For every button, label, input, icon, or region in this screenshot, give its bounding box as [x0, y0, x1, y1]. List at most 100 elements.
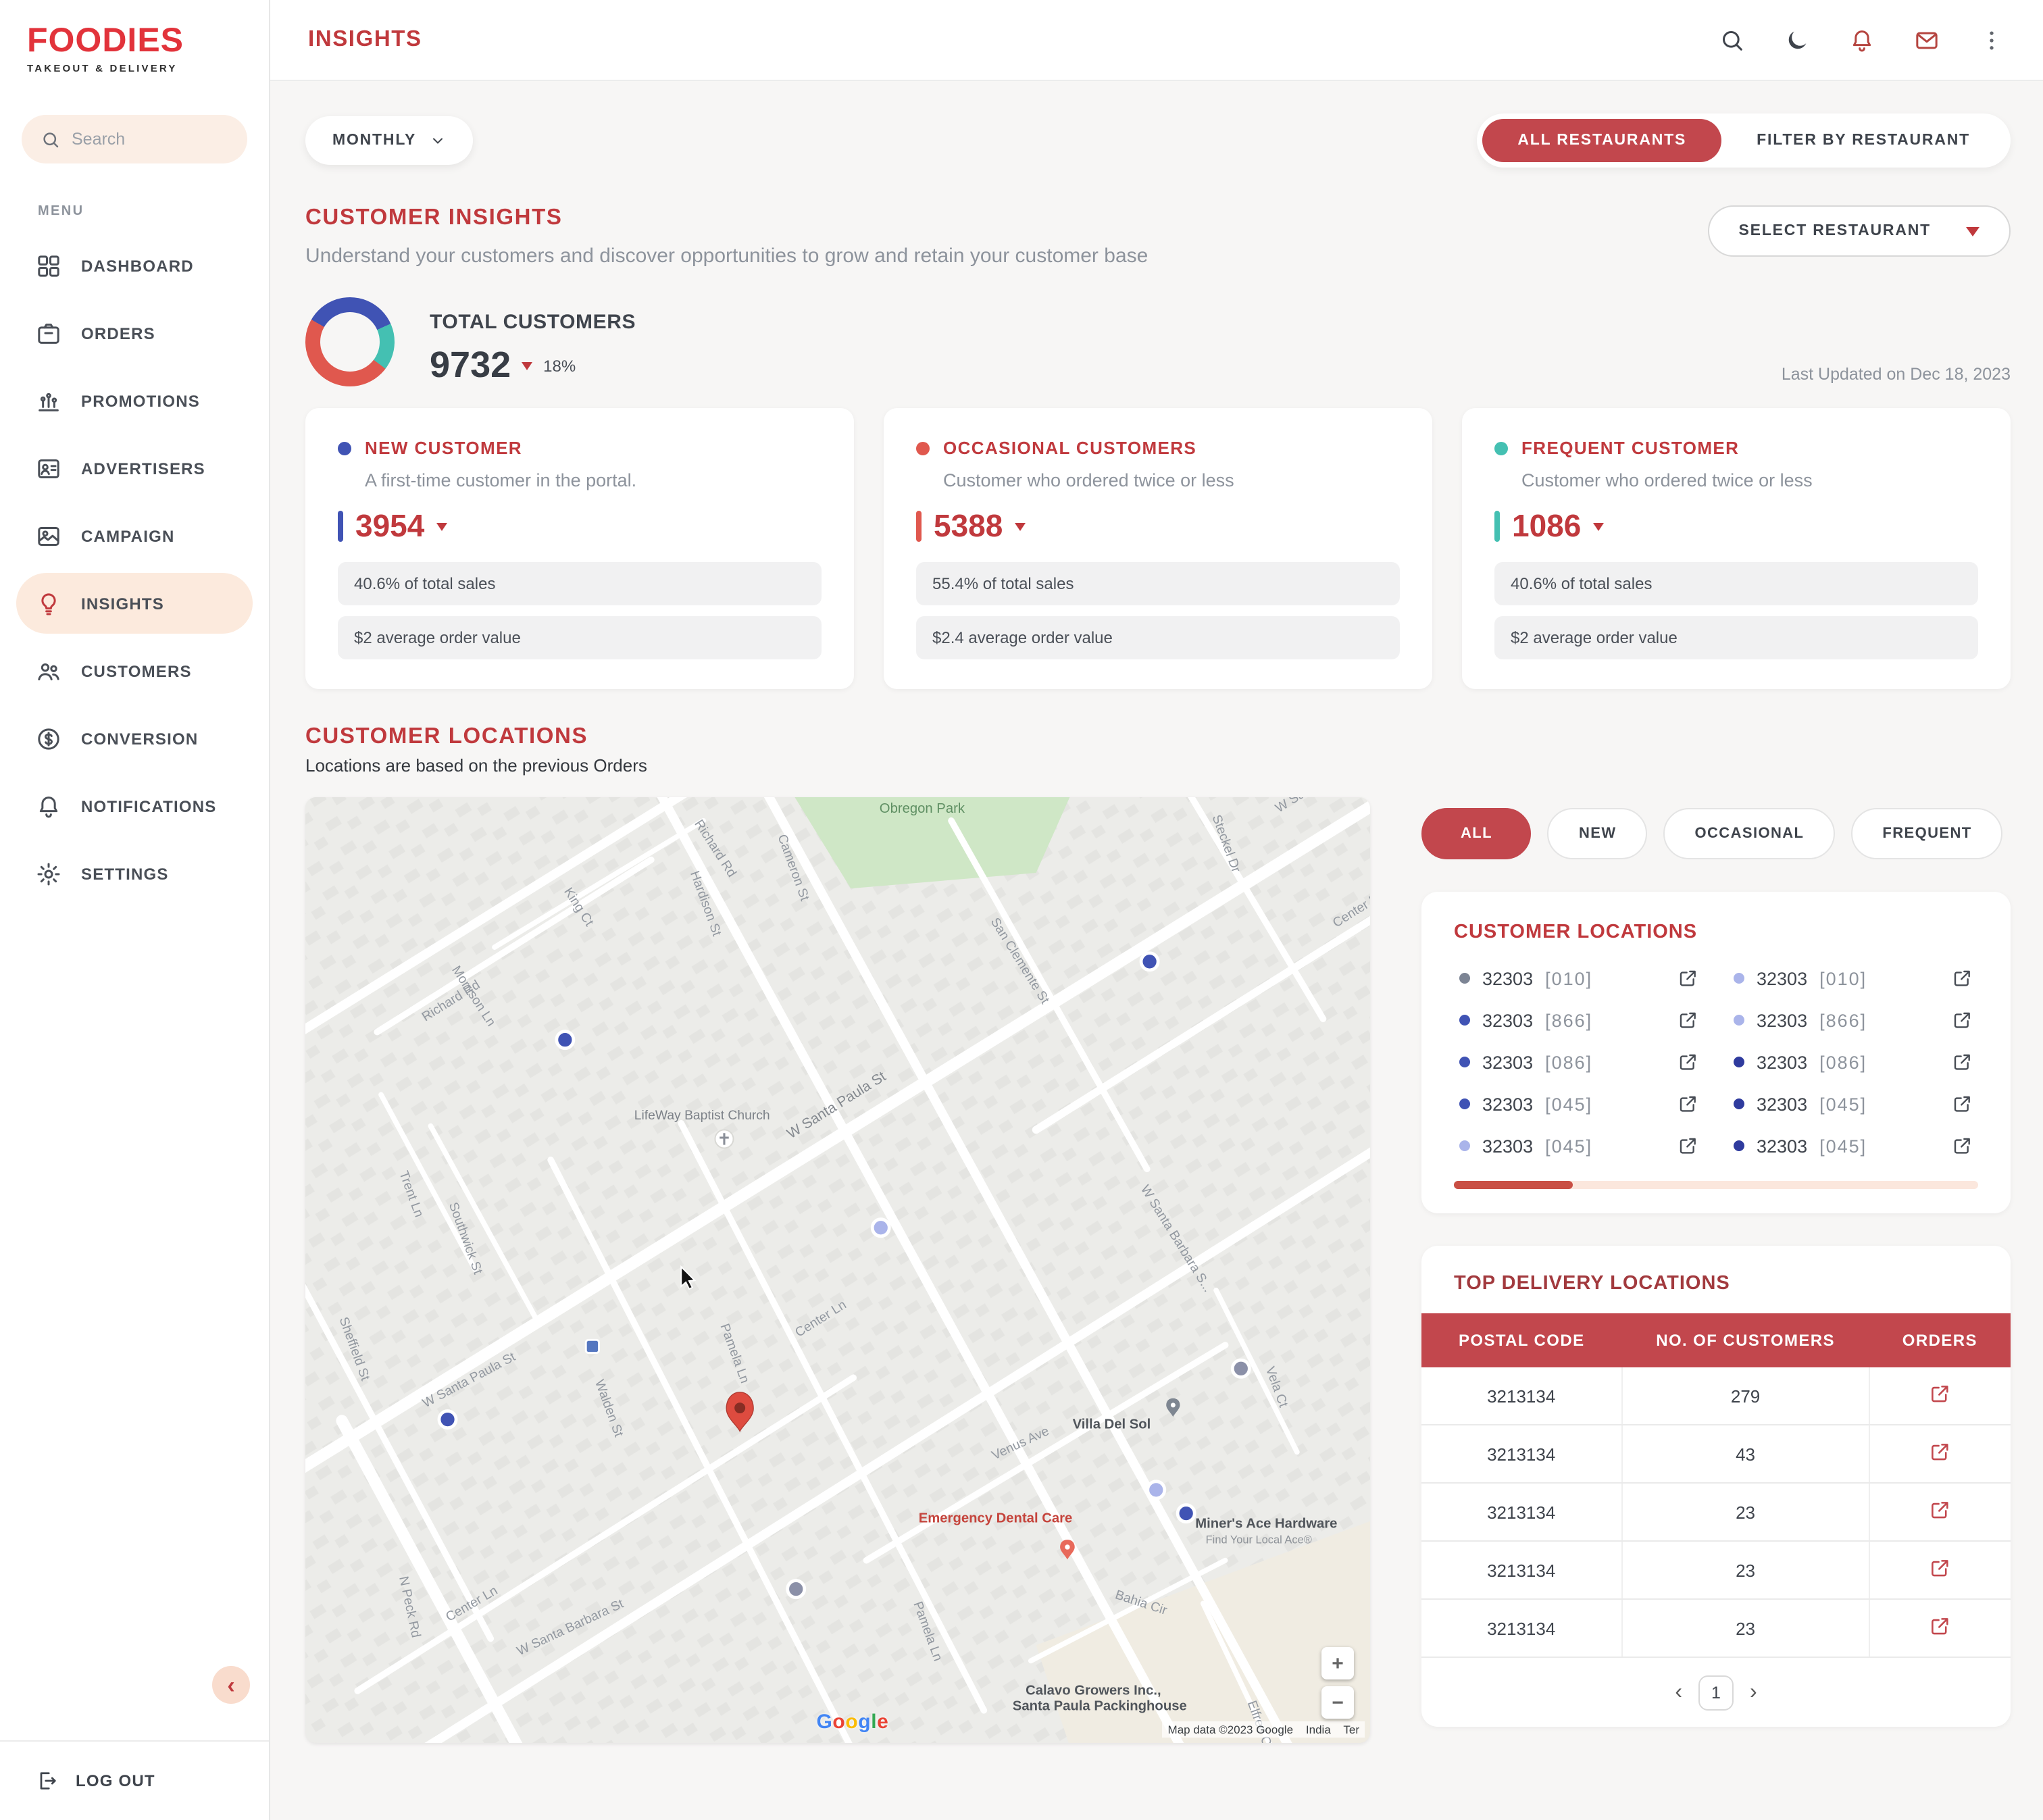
search-input[interactable]	[72, 130, 220, 149]
location-dot	[1459, 1015, 1470, 1026]
customers-cell: 43	[1621, 1425, 1870, 1484]
chevron-right-icon[interactable]: ›	[1750, 1681, 1757, 1704]
sidebar-item-notifications[interactable]: NOTIFICATIONS	[16, 776, 253, 836]
notifications-bell-icon[interactable]	[1848, 26, 1875, 53]
map-street	[1028, 1557, 1228, 1664]
postal-code: 32303	[1482, 968, 1534, 988]
location-dot	[1734, 1140, 1744, 1151]
external-link-icon[interactable]	[1677, 1135, 1698, 1157]
sidebar-item-orders[interactable]: ORDERS	[16, 303, 253, 363]
postal-code-cell: 3213134	[1421, 1599, 1623, 1658]
chevron-left-icon[interactable]: ‹	[1675, 1681, 1682, 1704]
period-dropdown[interactable]: MONTHLY	[305, 116, 474, 165]
postal-code: 32303	[1757, 1010, 1808, 1030]
customer-location-dot[interactable]	[870, 1217, 891, 1238]
sidebar-item-promotions[interactable]: PROMOTIONS	[16, 370, 253, 431]
value-accent-bar	[1494, 511, 1500, 542]
dark-mode-moon-icon[interactable]	[1784, 26, 1811, 53]
bus-stop-icon	[584, 1338, 601, 1355]
sidebar-item-label: SETTINGS	[81, 864, 169, 883]
external-link-icon[interactable]	[1929, 1498, 1952, 1521]
table-row: 3213134 23	[1421, 1541, 2011, 1600]
customer-location-dot[interactable]	[555, 1030, 576, 1051]
customer-location-dot[interactable]	[1146, 1480, 1167, 1500]
external-link-icon[interactable]	[1951, 1093, 1973, 1115]
customer-location-dot[interactable]	[1230, 1358, 1251, 1379]
external-link-icon[interactable]	[1951, 1009, 1973, 1031]
filter-by-restaurant-button[interactable]: FILTER BY RESTAURANT	[1721, 119, 2005, 162]
map-street	[763, 797, 1292, 1743]
card-value: 1086	[1512, 508, 1582, 543]
sidebar-search[interactable]	[22, 115, 247, 163]
customer-location-dot[interactable]	[1176, 1503, 1196, 1524]
advertisers-icon	[35, 455, 62, 482]
postal-code: 32303	[1757, 1094, 1808, 1114]
locations-scrollbar[interactable]	[1454, 1181, 1978, 1189]
external-link-icon[interactable]	[1929, 1440, 1952, 1463]
trend-down-icon	[436, 522, 448, 530]
customer-location-dot[interactable]	[786, 1579, 807, 1600]
postal-code-cell: 3213134	[1421, 1483, 1623, 1542]
all-restaurants-button[interactable]: ALL RESTAURANTS	[1482, 119, 1722, 162]
external-link-icon[interactable]	[1929, 1382, 1952, 1405]
external-link-icon[interactable]	[1929, 1557, 1952, 1579]
dental-care-pin-icon	[1060, 1540, 1075, 1560]
customer-location-dot[interactable]	[1139, 951, 1160, 972]
map-label: Find Your Local Ace®	[1206, 1534, 1312, 1546]
zoom-out-button[interactable]: −	[1321, 1686, 1354, 1719]
postal-code-cell: 3213134	[1421, 1541, 1623, 1600]
sidebar-collapse-button[interactable]: ‹	[212, 1666, 250, 1704]
logout-button[interactable]: LOG OUT	[0, 1740, 269, 1820]
external-link-icon[interactable]	[1951, 1135, 1973, 1157]
sidebar-item-insights[interactable]: INSIGHTS	[16, 573, 253, 634]
customer-location-dot[interactable]	[437, 1409, 458, 1430]
map-street	[336, 1415, 523, 1743]
zoom-in-button[interactable]: +	[1321, 1647, 1354, 1679]
select-restaurant-button[interactable]: SELECT RESTAURANT	[1707, 205, 2011, 257]
external-link-icon[interactable]	[1677, 1093, 1698, 1115]
filter-all-button[interactable]: ALL	[1421, 808, 1532, 859]
card-stat: $2.4 average order value	[916, 616, 1400, 659]
map-marker-pin[interactable]	[726, 1392, 754, 1432]
external-link-icon[interactable]	[1677, 1009, 1698, 1031]
locations-scrollbar-thumb[interactable]	[1454, 1181, 1573, 1189]
sidebar-item-dashboard[interactable]: DASHBOARD	[16, 235, 253, 296]
postal-code: 32303	[1482, 1094, 1534, 1114]
table-row: 3213134 43	[1421, 1425, 2011, 1484]
external-link-icon[interactable]	[1929, 1615, 1952, 1638]
postal-code: 32303	[1757, 1136, 1808, 1156]
postal-code-cell: 3213134	[1421, 1425, 1623, 1484]
external-link-icon[interactable]	[1951, 1051, 1973, 1073]
kebab-menu-icon[interactable]	[1978, 26, 2005, 53]
map-attribution: Map data ©2023 Google India Ter	[1162, 1721, 1365, 1738]
mail-icon[interactable]	[1913, 26, 1940, 53]
customer-locations-subtitle: Locations are based on the previous Orde…	[305, 755, 647, 776]
external-link-icon[interactable]	[1677, 967, 1698, 989]
panel-title: CUSTOMER LOCATIONS	[1454, 921, 1698, 943]
mouse-cursor-icon	[680, 1265, 697, 1290]
customers-cell: 279	[1621, 1367, 1870, 1425]
map-street	[1213, 1288, 1300, 1455]
sidebar-item-advertisers[interactable]: ADVERTISERS	[16, 438, 253, 499]
segment-dot	[1494, 441, 1508, 455]
filter-frequent-button[interactable]: FREQUENT	[1851, 808, 2003, 859]
sidebar-item-customers[interactable]: CUSTOMERS	[16, 640, 253, 701]
filter-occasional-button[interactable]: OCCASIONAL	[1663, 808, 1836, 859]
card-stat: 40.6% of total sales	[1494, 562, 1978, 605]
card-description: Customer who ordered twice or less	[1521, 470, 1813, 490]
search-icon[interactable]	[1719, 26, 1746, 53]
map-industrial-area	[1036, 1521, 1370, 1743]
value-accent-bar	[916, 511, 922, 542]
page-number: 1	[1698, 1675, 1734, 1711]
map-label: Santa Paula Packinghouse	[1013, 1699, 1187, 1714]
dashboard-icon	[35, 252, 62, 279]
external-link-icon[interactable]	[1677, 1051, 1698, 1073]
filter-new-button[interactable]: NEW	[1547, 808, 1648, 859]
sidebar-item-conversion[interactable]: CONVERSION	[16, 708, 253, 769]
sidebar-item-campaign[interactable]: CAMPAIGN	[16, 505, 253, 566]
trend-down-icon	[1593, 522, 1605, 530]
sidebar-item-settings[interactable]: SETTINGS	[16, 843, 253, 904]
customer-locations-map[interactable]: Obregon Park Richard Rd Cameron St Hardison…	[305, 797, 1370, 1743]
select-restaurant-label: SELECT RESTAURANT	[1738, 223, 1931, 239]
external-link-icon[interactable]	[1951, 967, 1973, 989]
